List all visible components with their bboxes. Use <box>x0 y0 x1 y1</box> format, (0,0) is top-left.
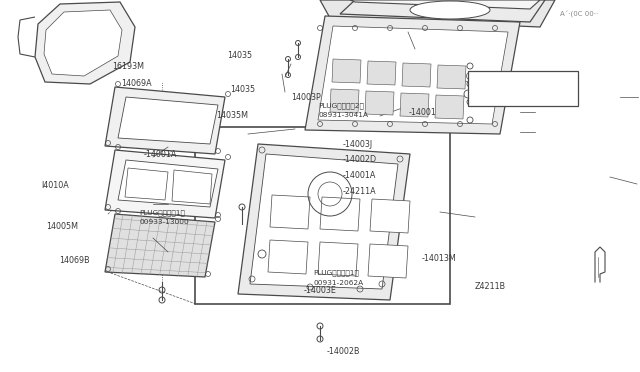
Text: 14035: 14035 <box>230 85 255 94</box>
Polygon shape <box>402 63 431 87</box>
Text: 16193M: 16193M <box>112 62 144 71</box>
Polygon shape <box>125 168 168 200</box>
Polygon shape <box>320 197 360 231</box>
Polygon shape <box>250 154 398 289</box>
Text: -14002D: -14002D <box>342 155 376 164</box>
Text: l4010A: l4010A <box>42 182 69 190</box>
Polygon shape <box>367 61 396 85</box>
Text: PLUGプラグ（1）: PLUGプラグ（1） <box>140 209 186 216</box>
Bar <box>195 127 450 304</box>
Text: 00933-13000: 00933-13000 <box>140 219 189 225</box>
Text: -14002B: -14002B <box>326 347 360 356</box>
Text: PLUGプラグ（2）: PLUGプラグ（2） <box>319 102 365 109</box>
Text: 14035M: 14035M <box>216 111 248 120</box>
Polygon shape <box>270 195 310 229</box>
Polygon shape <box>118 160 218 207</box>
Polygon shape <box>435 95 464 119</box>
Polygon shape <box>172 170 212 204</box>
Polygon shape <box>105 214 215 277</box>
Text: -24211A: -24211A <box>342 187 376 196</box>
Polygon shape <box>44 10 122 76</box>
Polygon shape <box>400 93 429 117</box>
Text: Z4211B: Z4211B <box>475 282 506 291</box>
Text: -14001: -14001 <box>408 108 436 117</box>
Polygon shape <box>437 65 466 89</box>
Polygon shape <box>238 144 410 300</box>
Polygon shape <box>365 91 394 115</box>
Text: 14069A: 14069A <box>122 79 152 88</box>
Polygon shape <box>105 150 225 218</box>
Text: 14003P: 14003P <box>291 93 321 102</box>
Polygon shape <box>330 89 359 113</box>
Text: 14035: 14035 <box>227 51 252 60</box>
Polygon shape <box>305 16 520 134</box>
Polygon shape <box>340 0 545 22</box>
Text: A´·(0C 00··: A´·(0C 00·· <box>560 10 598 17</box>
Polygon shape <box>368 244 408 278</box>
Text: -14003E: -14003E <box>304 286 337 295</box>
Text: 08931-3041A: 08931-3041A <box>319 112 369 118</box>
Polygon shape <box>105 87 225 154</box>
Polygon shape <box>268 240 308 274</box>
Text: 00931-2062A: 00931-2062A <box>314 280 364 286</box>
Polygon shape <box>350 0 540 9</box>
Text: PLUGプラグ（1）: PLUGプラグ（1） <box>314 269 360 276</box>
Polygon shape <box>332 59 361 83</box>
Text: 14069B: 14069B <box>59 256 90 265</box>
Polygon shape <box>318 242 358 276</box>
Text: -14013M: -14013M <box>421 254 456 263</box>
Ellipse shape <box>410 1 490 19</box>
Text: -14001A: -14001A <box>342 171 376 180</box>
Polygon shape <box>320 0 555 27</box>
Polygon shape <box>370 199 410 233</box>
Text: 14005M: 14005M <box>46 222 78 231</box>
Polygon shape <box>318 26 508 124</box>
Polygon shape <box>118 97 218 144</box>
Text: -14001A: -14001A <box>144 150 177 159</box>
Text: -14003J: -14003J <box>342 140 372 149</box>
Polygon shape <box>35 2 135 84</box>
Bar <box>468 71 578 106</box>
